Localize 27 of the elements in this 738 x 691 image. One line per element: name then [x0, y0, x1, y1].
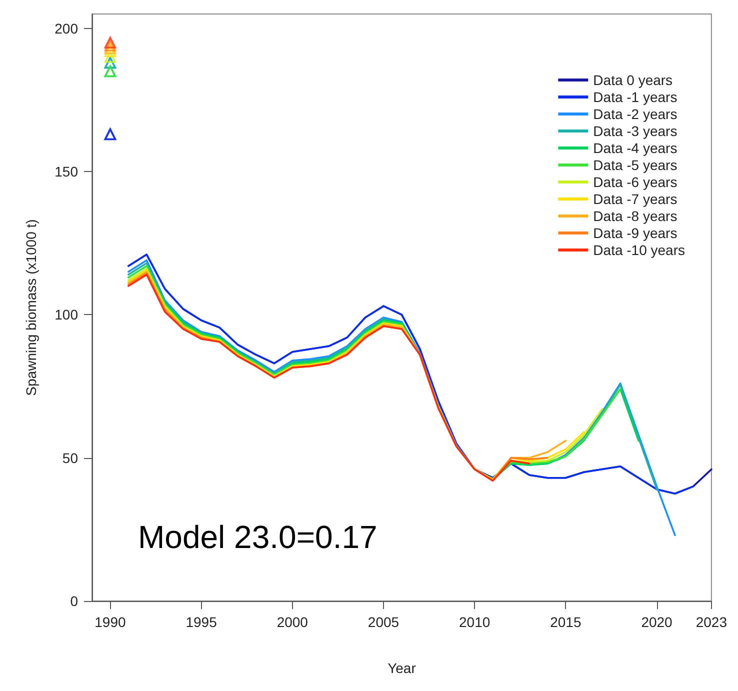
legend-label: Data -3 years [593, 123, 678, 139]
x-tick-label: 2015 [550, 614, 582, 630]
legend-label: Data -10 years [593, 242, 686, 258]
y-axis-title: Spawning biomass (x1000 t) [23, 219, 39, 396]
x-axis-title: Year [388, 660, 416, 676]
legend-label: Data -5 years [593, 157, 678, 173]
x-tick-label: 1990 [94, 614, 126, 630]
x-tick-label: 2020 [641, 614, 673, 630]
legend-label: Data -7 years [593, 191, 678, 207]
x-tick-label: 1995 [186, 614, 218, 630]
annotation: Model 23.0=0.17 [138, 519, 378, 555]
y-tick-label: 50 [62, 450, 78, 466]
y-tick-label: 150 [54, 163, 78, 180]
x-tick-label: 2000 [276, 614, 308, 630]
legend-label: Data 0 years [593, 72, 673, 88]
legend-label: Data -9 years [593, 225, 678, 241]
legend-label: Data -4 years [593, 140, 678, 156]
x-tick-label: 2023 [696, 614, 728, 630]
x-tick-label: 2005 [368, 614, 400, 630]
legend-label: Data -8 years [593, 208, 678, 224]
legend-label: Data -2 years [593, 106, 678, 122]
y-tick-label: 200 [54, 20, 78, 36]
y-tick-label: 0 [70, 593, 78, 609]
legend-label: Data -6 years [593, 174, 678, 190]
legend-label: Data -1 years [593, 89, 678, 105]
x-tick-label: 2010 [459, 614, 490, 630]
y-tick-label: 100 [54, 306, 78, 323]
